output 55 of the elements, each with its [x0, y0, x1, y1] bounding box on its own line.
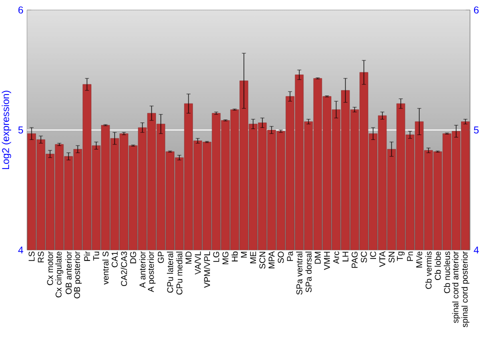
- x-tick-label: IC: [370, 252, 376, 259]
- x-tick-label: LS: [28, 252, 35, 261]
- x-tick-label: spinal cord posterior: [461, 251, 470, 328]
- x-tick-label: OB posterior: [74, 251, 82, 298]
- y-tick-label: 4: [18, 246, 24, 254]
- x-tick-label: VMH: [324, 252, 330, 270]
- x-tick-label: CPu lateral: [166, 252, 174, 293]
- x-tick-label: RS: [38, 252, 44, 262]
- x-tick-label: Arc: [333, 251, 340, 264]
- x-tick-label: LG: [213, 252, 220, 262]
- x-tick-label: Cb nucleus: [444, 252, 450, 294]
- y2-tick-label: 4: [474, 246, 479, 254]
- x-tick-label: MD: [186, 252, 192, 264]
- x-tick-label: VPM/VPL: [204, 251, 210, 288]
- x-tick-label: DM: [314, 252, 321, 264]
- y-tick-label: 6: [18, 6, 24, 14]
- x-tick-label: LH: [342, 252, 348, 262]
- x-tick-label: PAG: [352, 252, 358, 268]
- x-tick-label: MG: [222, 252, 228, 264]
- x-tick-label: Pn: [407, 252, 413, 261]
- y2-tick-label: 5: [474, 126, 479, 134]
- x-tick-label: SN: [388, 252, 395, 263]
- x-tick-label: SCN: [259, 252, 266, 269]
- x-tick-label: CA1: [112, 252, 118, 268]
- y2-tick-label: 6: [474, 6, 479, 14]
- x-tick-label: Cx cingulate: [55, 252, 64, 298]
- x-tick-label: M: [240, 252, 247, 258]
- x-tick-label: A posterior: [148, 251, 156, 292]
- x-tick-label: ME: [250, 252, 256, 264]
- x-tick-label: spinal cord anterior: [452, 251, 460, 323]
- x-tick-label: Cb vermis: [425, 252, 432, 289]
- x-tick-label: SC: [360, 252, 367, 263]
- x-tick-label: Tg: [396, 252, 405, 261]
- x-tick-label: DG: [130, 252, 136, 264]
- x-tick-label: SO: [278, 252, 284, 264]
- x-tick-label: GP: [158, 252, 164, 264]
- x-tick-label: Cx motor: [47, 251, 54, 286]
- x-tick-label: SPa dorsal: [305, 252, 312, 292]
- x-tick-label: MVe: [416, 252, 422, 268]
- x-tick-label: CA2/CA3: [120, 252, 128, 286]
- x-tick-label: Cb lobe: [434, 252, 441, 280]
- y-axis-title: Log2 (expression): [2, 90, 12, 170]
- x-tick-label: Pa: [287, 251, 293, 261]
- x-tick-label: VA/VL: [194, 251, 201, 275]
- x-tick-label: VTA: [379, 251, 386, 268]
- x-tick-label: SPa ventral: [296, 252, 302, 295]
- x-tick-label: A anterior: [139, 251, 146, 288]
- x-tick-label: MPA: [268, 251, 274, 268]
- x-tick-label: Pir: [84, 251, 90, 261]
- x-tick-label: CPu medial: [176, 252, 182, 295]
- x-tick-label: OB anterior: [65, 251, 72, 294]
- x-tick-label: Tu: [93, 252, 100, 261]
- y-tick-label: 5: [18, 126, 24, 134]
- x-tick-label: ventral S: [102, 252, 109, 285]
- x-tick-label: Hb: [232, 252, 238, 262]
